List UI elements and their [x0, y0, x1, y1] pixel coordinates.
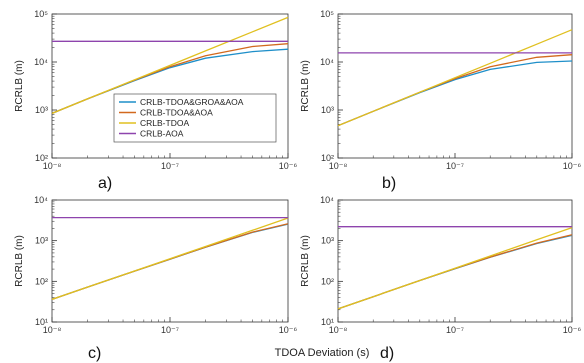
series-line-3 — [337, 226, 573, 310]
y-tick-label: 10³ — [321, 236, 334, 246]
plot-area-frame — [51, 199, 289, 323]
x-tick-label: 10⁻⁶ — [279, 325, 298, 335]
x-tick-label: 10⁻⁷ — [446, 161, 464, 171]
chart-panel-1: 10⁻⁸ 10⁻⁷ 10⁻⁶ 10² 10³ 10⁴ 10⁵ RCRLB (m) a) — [14, 9, 298, 192]
y-tick-label: 10⁴ — [320, 195, 334, 205]
series-line-3 — [51, 217, 289, 301]
y-tick-label: 10³ — [321, 105, 334, 115]
x-tick-label: 10⁻⁷ — [161, 161, 179, 171]
series-line-1 — [51, 223, 289, 301]
series-line-3 — [337, 29, 573, 127]
legend-entry-label: CRLB-TDOA — [140, 118, 189, 128]
y-axis-label: RCRLB (m) — [14, 235, 25, 287]
chart-panel-3: 10⁻⁸ 10⁻⁷ 10⁻⁶ 10¹ 10² 10³ 10⁴ RCRLB (m) c) — [14, 195, 298, 362]
series-line-3 — [51, 16, 289, 115]
legend: CRLB-TDOA&GROA&AOACRLB-TDOA&AOACRLB-TDOA… — [113, 93, 277, 143]
y-tick-label: 10² — [321, 153, 334, 163]
y-tick-label: 10² — [35, 276, 48, 286]
panel-label: d) — [380, 345, 394, 362]
plot-area-frame — [337, 199, 573, 323]
y-tick-label: 10¹ — [321, 317, 334, 327]
legend-box — [113, 93, 277, 143]
panel-label: a) — [98, 175, 112, 192]
series-line-1 — [337, 60, 573, 127]
y-axis-label: RCRLB (m) — [300, 60, 311, 112]
y-tick-label: 10³ — [35, 236, 48, 246]
y-tick-label: 10⁴ — [320, 57, 334, 67]
shared-x-axis-label: TDOA Deviation (s) — [275, 347, 370, 359]
plot-area-frame — [337, 13, 573, 159]
y-tick-label: 10⁵ — [320, 9, 334, 19]
x-tick-label: 10⁻⁸ — [329, 161, 348, 171]
legend-entry-label: CRLB-TDOA&GROA&AOA — [140, 97, 244, 107]
chart-panel-4: 10⁻⁸ 10⁻⁷ 10⁻⁶ 10¹ 10² 10³ 10⁴ RCRLB (m) d) — [300, 195, 582, 362]
y-axis-label: RCRLB (m) — [300, 235, 311, 287]
y-tick-label: 10² — [35, 153, 48, 163]
y-tick-label: 10² — [321, 276, 334, 286]
x-tick-label: 10⁻⁷ — [161, 325, 179, 335]
x-tick-label: 10⁻⁶ — [279, 161, 298, 171]
y-tick-label: 10¹ — [35, 317, 48, 327]
legend-entry-label: CRLB-AOA — [140, 129, 184, 139]
y-tick-label: 10³ — [35, 105, 48, 115]
x-tick-label: 10⁻⁸ — [43, 161, 62, 171]
series-line-1 — [337, 234, 573, 310]
series-line-2 — [51, 223, 289, 301]
x-tick-label: 10⁻⁶ — [563, 161, 582, 171]
y-tick-label: 10⁴ — [34, 195, 48, 205]
x-tick-label: 10⁻⁸ — [43, 325, 62, 335]
chart-panel-2: 10⁻⁸ 10⁻⁷ 10⁻⁶ 10² 10³ 10⁴ 10⁵ RCRLB (m) b) — [300, 9, 582, 192]
legend-entry-label: CRLB-TDOA&AOA — [140, 108, 213, 118]
panel-label: b) — [382, 175, 396, 192]
y-tick-label: 10⁴ — [34, 57, 48, 67]
y-axis-label: RCRLB (m) — [14, 60, 25, 112]
x-tick-label: 10⁻⁷ — [446, 325, 464, 335]
x-tick-label: 10⁻⁸ — [329, 325, 348, 335]
y-tick-label: 10⁵ — [34, 9, 48, 19]
series-line-2 — [337, 234, 573, 310]
panel-label: c) — [88, 345, 101, 362]
x-tick-label: 10⁻⁶ — [563, 325, 582, 335]
series-line-2 — [337, 54, 573, 127]
